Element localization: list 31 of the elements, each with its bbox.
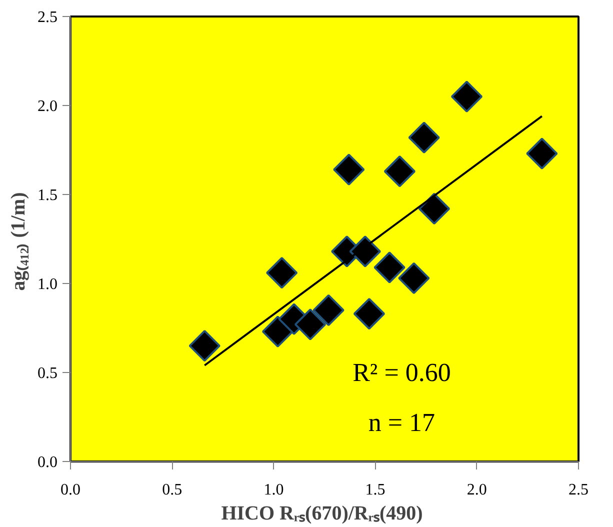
y-tick-label: 0.0 (38, 454, 58, 471)
point (349, 236, 381, 268)
x-axis-title: HICO Rᵣₛ(670)/Rᵣₛ(490) (221, 502, 423, 524)
x-tick-label: 0.5 (162, 482, 182, 498)
x-tick-label: 1.5 (365, 482, 386, 498)
y-tick-label: 1.0 (38, 276, 58, 293)
point (398, 262, 430, 294)
point (450, 80, 483, 112)
point (526, 138, 558, 170)
x-tick-label: 1.0 (264, 482, 284, 498)
point (418, 192, 450, 225)
annotation: n = 17 (368, 408, 436, 437)
x-tick-label: 2.0 (466, 482, 487, 498)
x-tick-label: 0.0 (60, 482, 80, 498)
point (333, 154, 365, 186)
x-tick-label: 2.5 (568, 482, 588, 498)
point (408, 122, 440, 154)
point (374, 252, 406, 284)
y-axis-title: ag₍₄₁₂₎ (1/m) (8, 192, 30, 291)
y-tick-label: 2.5 (38, 9, 58, 26)
point (312, 294, 344, 326)
y-tick-label: 0.5 (38, 365, 58, 382)
annotation: R² = 0.60 (352, 358, 451, 387)
point (294, 308, 326, 340)
y-tick-label: 1.5 (38, 187, 58, 204)
point (384, 156, 416, 188)
point (188, 330, 220, 362)
y-tick-label: 2.0 (38, 98, 58, 115)
point (266, 256, 298, 289)
point (262, 316, 294, 348)
point (353, 298, 386, 330)
